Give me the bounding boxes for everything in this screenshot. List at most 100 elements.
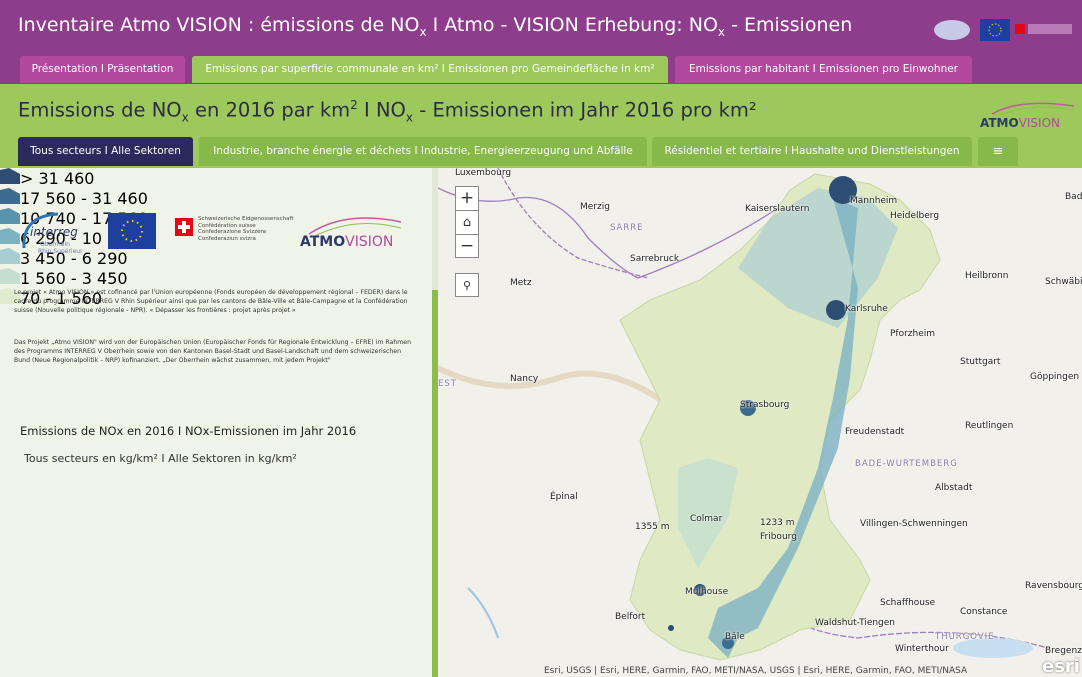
legend-subtitle: Tous secteurs en kg/km² I Alle Sektoren … bbox=[24, 452, 297, 465]
legend-swatch bbox=[0, 208, 20, 224]
swiss-text: Schweizerische Eidgenossenschaft Confédé… bbox=[198, 216, 294, 242]
zoom-out[interactable]: − bbox=[455, 234, 479, 258]
interreg-logo bbox=[934, 20, 970, 40]
eu-stars bbox=[988, 23, 1002, 37]
hotspot bbox=[722, 637, 734, 649]
place-label: Metz bbox=[510, 278, 532, 288]
tab[interactable]: Présentation I Präsentation bbox=[20, 56, 185, 83]
place-label: Nancy bbox=[510, 374, 539, 384]
place-label: Stuttgart bbox=[960, 357, 1001, 367]
legend-swatch bbox=[0, 248, 20, 264]
place-label: Épinal bbox=[550, 492, 578, 502]
atmovision-swoosh bbox=[308, 217, 402, 237]
search-button[interactable]: ⚲ bbox=[455, 273, 479, 297]
legend-label: 17 560 - 31 460 bbox=[20, 189, 148, 208]
region-zone bbox=[678, 458, 738, 568]
swiss-flag bbox=[175, 218, 193, 236]
legend-item: 3 450 - 6 290 bbox=[0, 248, 432, 268]
place-label: 1233 m bbox=[760, 518, 795, 528]
atmovision-logo: ATMOVISION bbox=[300, 234, 394, 250]
region-zone bbox=[738, 188, 898, 328]
river bbox=[467, 587, 499, 639]
swatch-shape bbox=[0, 248, 20, 264]
place-label: SARRE bbox=[610, 223, 644, 233]
tab[interactable]: Emissions par habitant I Emissionen pro … bbox=[675, 56, 972, 83]
legend-swatch bbox=[0, 288, 20, 304]
place-label: Constance bbox=[960, 607, 1008, 617]
legend-title: Emissions de NOx en 2016 I NOx-Emissione… bbox=[20, 424, 357, 438]
place-label: Winterthour bbox=[895, 644, 949, 654]
logo-text: Rhin Supérieur bbox=[38, 248, 83, 255]
legend-item: > 31 460 bbox=[0, 168, 432, 188]
legend-swatch bbox=[0, 268, 20, 284]
place-label: Reutlingen bbox=[965, 421, 1014, 431]
place-label: Mulhouse bbox=[685, 587, 729, 597]
terrain bbox=[438, 365, 700, 431]
place-label: Belfort bbox=[615, 612, 646, 622]
legend-label: 3 450 - 6 290 bbox=[20, 249, 128, 268]
place-label: Freudenstadt bbox=[845, 427, 905, 437]
sector-tab-active[interactable]: Tous secteurs I Alle Sektoren bbox=[18, 137, 193, 166]
legend-label: 1 560 - 3 450 bbox=[20, 269, 128, 288]
swatch-shape bbox=[0, 168, 20, 184]
paragraph-fr: Le projet « Atmo VISION » est cofinancé … bbox=[14, 289, 408, 314]
swatch-shape bbox=[0, 268, 20, 284]
swatch-shape bbox=[0, 288, 20, 304]
swiss-flag bbox=[1015, 24, 1025, 34]
place-label: Karlsruhe bbox=[845, 304, 888, 314]
sector-tab[interactable]: Résidentiel et tertiaire I Haushalte und… bbox=[652, 137, 972, 166]
logo-text: Confederazione Svizzera bbox=[198, 229, 266, 235]
lake bbox=[953, 638, 1033, 658]
logo-text: interreg bbox=[30, 225, 78, 239]
hotspot bbox=[740, 400, 756, 416]
eu-flag bbox=[980, 19, 1010, 41]
place-label: Kaiserslautern bbox=[745, 204, 810, 214]
brand-logo: ATMOVISION bbox=[980, 116, 1061, 130]
legend-label: > 31 460 bbox=[20, 169, 95, 188]
logo-text: Confederaziun svizra bbox=[198, 235, 256, 242]
side-panel: interreg Oberrhein Rhin Supérieur Schwei… bbox=[0, 168, 432, 677]
place-label: Fribourg bbox=[760, 532, 797, 542]
brand-swoosh bbox=[991, 102, 1075, 117]
eu-flag bbox=[108, 213, 156, 249]
logo-text: Oberrhein bbox=[40, 241, 70, 248]
home-button[interactable]: ⌂ bbox=[455, 210, 479, 234]
logo-text: Confédération suisse bbox=[198, 222, 256, 229]
paragraph-de: Das Projekt „Atmo VISION" wird von der E… bbox=[14, 339, 411, 364]
page-title: Inventaire Atmo VISION : émissions de NO… bbox=[18, 14, 853, 39]
legend-swatch bbox=[0, 188, 20, 204]
place-label: Colmar bbox=[690, 514, 723, 524]
interreg-logo: interreg Oberrhein Rhin Supérieur bbox=[22, 212, 83, 255]
place-label: Waldshut-Tiengen bbox=[815, 618, 896, 628]
swiss-text bbox=[1028, 24, 1072, 34]
hotspot bbox=[668, 625, 674, 631]
header-logos bbox=[934, 19, 1072, 41]
place-label: EST bbox=[438, 379, 457, 389]
tab-active[interactable]: Emissions par superficie communale en km… bbox=[192, 56, 668, 83]
map[interactable]: + ⌂ − ⚲ Luxembourg Merzig SARRE Kaiserslaut… bbox=[438, 168, 1082, 677]
corridor bbox=[708, 198, 858, 658]
place-label: 1355 m bbox=[635, 522, 670, 532]
place-label: Schwäbi bbox=[1045, 277, 1082, 287]
menu-button[interactable]: ≡ bbox=[978, 137, 1018, 166]
legend-item: 1 560 - 3 450 bbox=[0, 268, 432, 288]
place-label: Strasbourg bbox=[740, 400, 790, 410]
hotspot bbox=[826, 300, 846, 320]
hotspot bbox=[829, 176, 857, 204]
place-label: Bregenz bbox=[1045, 646, 1082, 656]
scrollbar[interactable] bbox=[432, 290, 438, 677]
sector-tab[interactable]: Industrie, branche énergie et déchets I … bbox=[199, 137, 647, 166]
esri-logo: esri bbox=[1042, 656, 1080, 677]
legend-swatch bbox=[0, 168, 20, 184]
zoom-in[interactable]: + bbox=[455, 186, 479, 210]
place-label: Villingen-Schwenningen bbox=[860, 519, 968, 529]
swatch-shape bbox=[0, 208, 20, 224]
place-label: THURGOVIE bbox=[935, 632, 995, 642]
place-label: Heidelberg bbox=[890, 211, 940, 221]
place-label: Mannheim bbox=[850, 196, 898, 206]
attribution: Esri, USGS | Esri, HERE, Garmin, FAO, ME… bbox=[544, 666, 968, 676]
place-label: Göppingen bbox=[1030, 372, 1080, 382]
place-label: Pforzheim bbox=[890, 329, 936, 339]
swatch-shape bbox=[0, 228, 20, 244]
